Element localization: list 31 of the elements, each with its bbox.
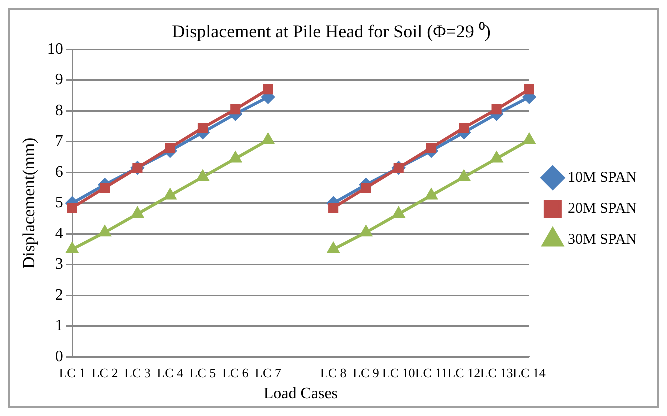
y-tick-label: 10 [47, 40, 64, 58]
x-axis-title: Load Cases [264, 386, 338, 403]
legend-label: 20M SPAN [568, 200, 638, 217]
x-tick-label: LC 14 [513, 365, 546, 380]
y-tick-label: 4 [55, 225, 64, 242]
y-tick-label: 2 [55, 286, 64, 304]
x-tick-label: LC 13 [480, 365, 514, 380]
x-tick-label: LC 8 [320, 365, 347, 380]
y-tick-label: 9 [55, 72, 64, 89]
x-tick-label: LC 3 [124, 365, 151, 380]
x-tick-label: LC 7 [255, 365, 282, 380]
y-tick-label: 1 [55, 318, 64, 335]
y-tick-label: 8 [55, 102, 64, 120]
y-tick-label: 7 [55, 133, 64, 150]
y-axis-title: Displacement(mm) [20, 138, 39, 270]
x-tick-label: LC 10 [382, 365, 416, 380]
x-tick-label: LC 9 [353, 365, 380, 380]
legend-label: 30M SPAN [568, 232, 638, 248]
x-tick-label: LC 12 [448, 365, 481, 380]
x-tick-label: LC 5 [190, 365, 216, 380]
x-tick-label: LC 4 [157, 365, 184, 380]
chart-title: Displacement at Pile Head for Soil (Φ=29 ⁰) [172, 22, 491, 42]
legend-label: 10M SPAN [568, 170, 638, 186]
x-tick-label: LC 2 [92, 365, 118, 380]
x-tick-label: LC 11 [415, 365, 448, 380]
x-tick-label: LC 6 [222, 365, 250, 380]
y-tick-label: 6 [55, 164, 64, 181]
y-tick-label: 5 [55, 194, 64, 212]
y-tick-label: 3 [55, 256, 64, 274]
y-tick-label: 0 [55, 348, 64, 366]
x-tick-label: LC 1 [59, 365, 86, 380]
